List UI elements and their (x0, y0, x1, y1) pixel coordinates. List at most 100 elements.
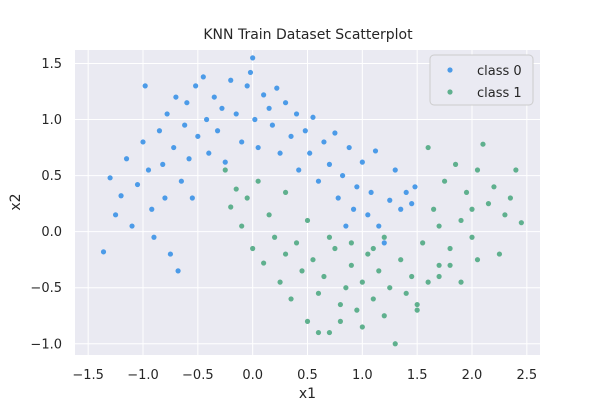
point-class-0 (219, 105, 225, 111)
point-class-1 (469, 234, 475, 240)
point-class-1 (239, 223, 245, 229)
point-class-0 (195, 133, 201, 139)
point-class-0 (255, 144, 261, 151)
point-class-0 (403, 189, 409, 196)
point-class-1 (452, 161, 459, 167)
point-class-0 (343, 223, 349, 229)
point-class-0 (359, 159, 365, 165)
point-class-1 (222, 167, 228, 173)
point-class-1 (233, 186, 239, 192)
point-class-1 (315, 329, 322, 336)
point-class-1 (518, 220, 524, 226)
point-class-0 (200, 74, 206, 80)
point-class-1 (282, 189, 289, 196)
point-class-0 (175, 268, 181, 274)
point-class-0 (392, 167, 398, 173)
legend-label-class-0: class 0 (477, 64, 522, 79)
point-class-0 (339, 172, 346, 179)
y-tick-label: 0.5 (41, 169, 62, 184)
y-tick-label: −0.5 (30, 281, 62, 296)
point-class-1 (271, 234, 278, 240)
point-class-0 (193, 83, 199, 89)
legend: class 0 class 1 (429, 54, 534, 106)
point-class-1 (354, 307, 360, 313)
point-class-1 (244, 195, 250, 201)
point-class-1 (343, 285, 349, 291)
point-class-1 (359, 324, 365, 330)
point-class-0 (269, 122, 276, 128)
point-class-0 (214, 128, 221, 134)
point-class-1 (414, 301, 420, 308)
point-class-1 (485, 201, 492, 207)
point-class-0 (160, 161, 166, 167)
point-class-0 (376, 223, 382, 229)
point-class-0 (189, 195, 195, 201)
legend-label-class-1: class 1 (477, 86, 522, 101)
point-class-0 (134, 181, 141, 188)
point-class-0 (100, 249, 107, 255)
point-class-1 (359, 279, 365, 285)
point-class-0 (282, 100, 289, 106)
point-class-0 (162, 195, 168, 201)
x-tick-label: 2.5 (516, 368, 537, 383)
point-class-1 (414, 307, 420, 313)
point-class-1 (463, 189, 470, 196)
point-class-0 (173, 94, 179, 100)
point-class-0 (250, 55, 256, 61)
point-class-1 (326, 329, 333, 336)
y-axis-ticks: 1.5 1.0 0.5 0.0 −0.5 −1.0 (30, 57, 62, 352)
point-class-0 (118, 193, 124, 199)
x-tick-label: −1.5 (72, 368, 104, 383)
legend-marker-class-0 (447, 67, 453, 73)
point-class-1 (250, 245, 256, 252)
point-class-0 (112, 212, 119, 218)
point-class-0 (398, 206, 404, 212)
point-class-1 (474, 167, 481, 173)
point-class-0 (296, 167, 302, 173)
point-class-0 (211, 94, 217, 100)
point-class-0 (204, 116, 210, 123)
point-class-1 (425, 144, 431, 151)
point-class-0 (346, 144, 352, 151)
point-class-1 (436, 273, 442, 280)
point-class-0 (184, 100, 190, 106)
point-class-1 (381, 313, 387, 319)
point-class-1 (261, 260, 267, 266)
point-class-0 (140, 139, 146, 145)
point-class-1 (293, 240, 300, 246)
point-class-0 (315, 178, 322, 184)
point-class-1 (425, 279, 431, 285)
point-class-0 (310, 114, 316, 120)
point-class-1 (337, 318, 344, 324)
point-class-1 (370, 245, 376, 252)
y-tick-label: 1.0 (41, 113, 62, 128)
point-class-1 (458, 217, 464, 224)
point-class-0 (149, 206, 155, 212)
legend-box (429, 54, 534, 106)
point-class-0 (261, 92, 267, 98)
point-class-1 (348, 262, 354, 268)
point-class-1 (474, 257, 481, 263)
point-class-0 (171, 144, 177, 151)
y-tick-label: 1.5 (41, 57, 62, 72)
point-class-1 (436, 223, 442, 229)
x-tick-label: −0.5 (182, 368, 214, 383)
point-class-0 (239, 139, 245, 145)
point-class-1 (315, 290, 322, 296)
x-axis-ticks: −1.5 −1.0 −0.5 0.0 0.5 1.0 1.5 2.0 2.5 (72, 368, 537, 383)
point-class-1 (277, 279, 283, 285)
point-class-1 (469, 206, 475, 212)
point-class-0 (368, 189, 374, 196)
point-class-1 (288, 296, 294, 302)
point-class-1 (480, 141, 486, 147)
point-class-0 (233, 111, 239, 117)
x-tick-label: −1.0 (127, 368, 159, 383)
point-class-0 (164, 111, 170, 117)
point-class-0 (288, 133, 294, 139)
point-class-1 (370, 296, 376, 302)
point-class-1 (337, 301, 344, 308)
point-class-0 (151, 234, 157, 240)
point-class-0 (274, 85, 280, 91)
point-class-0 (228, 77, 234, 83)
